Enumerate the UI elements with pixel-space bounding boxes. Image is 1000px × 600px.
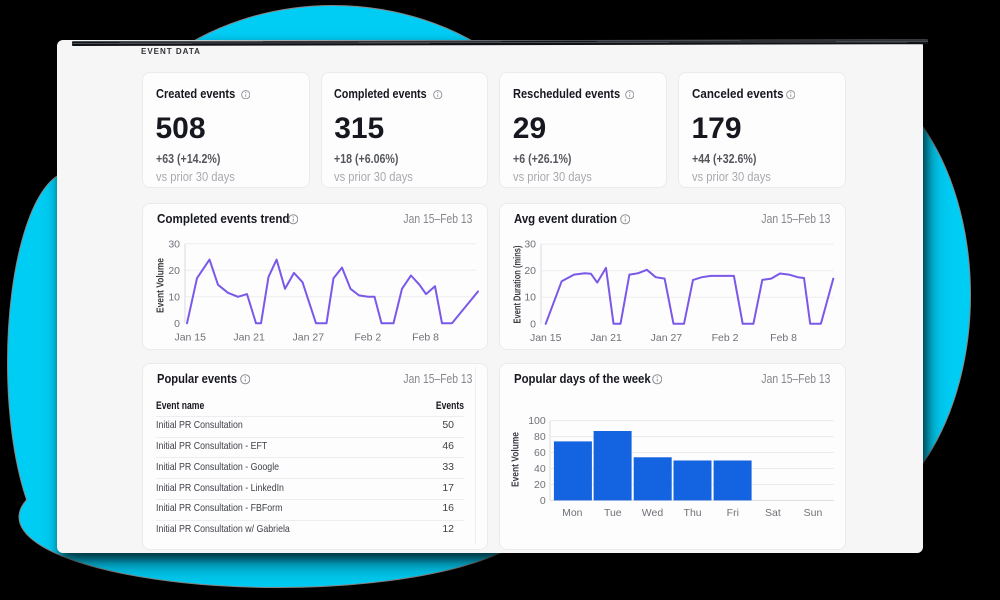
svg-text:10: 10 — [524, 292, 536, 303]
svg-text:Jan 21: Jan 21 — [233, 332, 265, 343]
svg-text:Feb 8: Feb 8 — [412, 332, 439, 343]
svg-text:100: 100 — [528, 416, 546, 427]
svg-text:Jan 27: Jan 27 — [293, 332, 325, 343]
svg-text:Sun: Sun — [804, 508, 823, 519]
svg-text:0: 0 — [540, 496, 546, 507]
svg-text:0: 0 — [174, 318, 180, 329]
svg-text:Feb 8: Feb 8 — [770, 332, 797, 343]
svg-text:Fri: Fri — [727, 508, 739, 519]
svg-text:20: 20 — [534, 480, 546, 491]
svg-text:Tue: Tue — [604, 508, 622, 519]
svg-text:10: 10 — [168, 292, 180, 303]
svg-text:20: 20 — [524, 266, 536, 277]
svg-text:40: 40 — [534, 464, 546, 475]
svg-text:Jan 21: Jan 21 — [590, 332, 622, 343]
svg-text:0: 0 — [530, 319, 536, 330]
svg-text:Thu: Thu — [684, 508, 702, 519]
svg-text:30: 30 — [168, 239, 180, 250]
svg-text:Sat: Sat — [765, 508, 781, 519]
svg-text:Feb 2: Feb 2 — [354, 332, 381, 343]
svg-text:60: 60 — [534, 448, 546, 459]
svg-text:Jan 27: Jan 27 — [651, 332, 683, 343]
svg-text:20: 20 — [168, 265, 180, 276]
svg-text:30: 30 — [524, 239, 536, 250]
svg-text:Mon: Mon — [562, 508, 583, 519]
svg-text:Jan 15: Jan 15 — [174, 332, 206, 343]
svg-text:Feb 2: Feb 2 — [712, 332, 739, 343]
svg-text:Wed: Wed — [642, 508, 664, 519]
svg-text:80: 80 — [534, 432, 546, 443]
svg-text:Jan 15: Jan 15 — [530, 332, 562, 343]
